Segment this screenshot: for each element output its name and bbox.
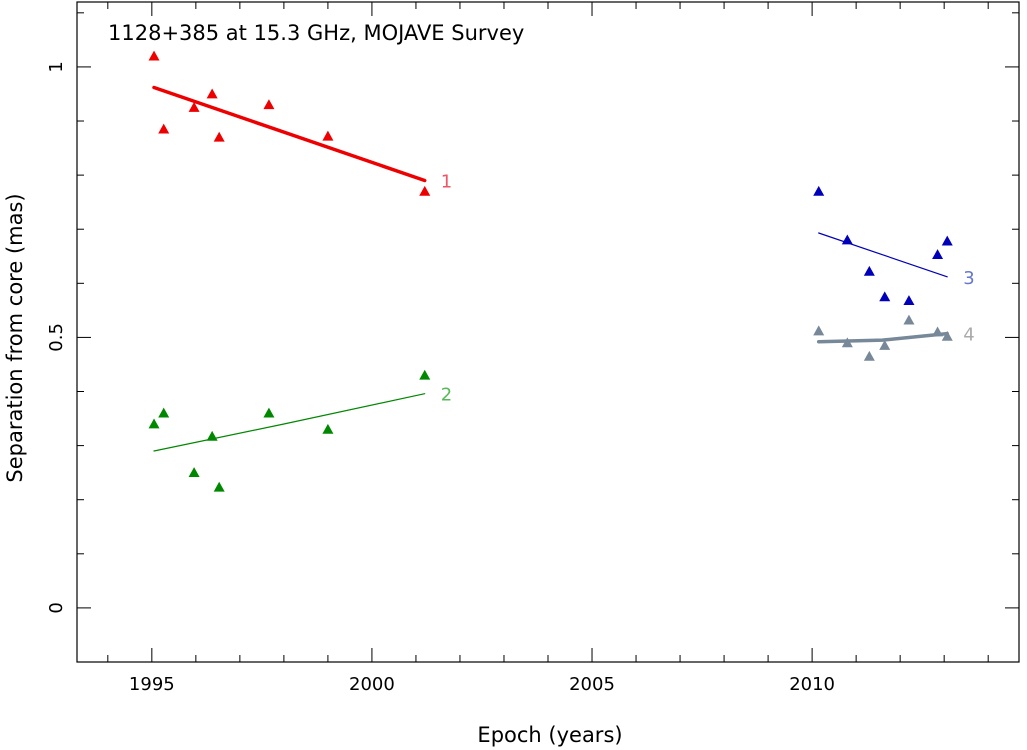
series-labels: 1 2 3 4 <box>441 172 975 406</box>
data-point-2 <box>206 430 218 441</box>
data-point-4 <box>863 350 875 361</box>
data-point-4 <box>813 325 825 336</box>
axis-tick-labels: 1995 2000 2005 2010 0 0.5 1 <box>46 61 835 695</box>
series-label-1: 1 <box>441 172 452 193</box>
x-tick-label: 1995 <box>129 674 175 695</box>
data-point-3 <box>863 265 875 276</box>
data-point-1 <box>206 88 218 99</box>
data-point-3 <box>941 235 953 246</box>
y-tick-label: 1 <box>46 61 67 72</box>
data-point-2 <box>419 369 431 380</box>
data-point-3 <box>841 234 853 245</box>
plot-frame <box>76 1 1020 663</box>
data-point-2 <box>213 481 225 492</box>
series-label-3: 3 <box>963 268 974 289</box>
y-tick-label: 0 <box>46 602 67 613</box>
y-tick-label: 0.5 <box>46 323 67 352</box>
data-point-2 <box>148 418 160 429</box>
x-axis-label: Epoch (years) <box>477 723 622 747</box>
axis-ticks <box>77 2 1019 663</box>
data-point-4 <box>903 314 915 325</box>
x-tick-label: 2005 <box>569 674 615 695</box>
data-points <box>148 50 953 492</box>
data-point-2 <box>158 407 170 418</box>
fit-line-3 <box>818 232 948 278</box>
data-point-3 <box>813 185 825 196</box>
data-point-1 <box>322 130 334 141</box>
data-point-4 <box>932 326 944 337</box>
data-point-1 <box>263 99 275 110</box>
data-point-3 <box>932 249 944 260</box>
x-tick-label: 2010 <box>789 674 835 695</box>
chart-title: 1128+385 at 15.3 GHz, MOJAVE Survey <box>108 21 524 45</box>
data-point-2 <box>188 467 200 478</box>
y-axis-label: Separation from core (mas) <box>3 193 27 482</box>
fit-line-1 <box>152 85 427 183</box>
data-point-1 <box>148 50 160 61</box>
data-point-2 <box>263 407 275 418</box>
data-point-1 <box>419 185 431 196</box>
series-label-2: 2 <box>441 385 452 406</box>
data-point-3 <box>903 295 915 306</box>
data-point-3 <box>879 291 891 302</box>
fit-line-4 <box>816 331 949 344</box>
series-label-4: 4 <box>963 325 974 346</box>
data-point-4 <box>841 337 853 348</box>
data-point-4 <box>879 340 891 350</box>
data-point-1 <box>213 131 225 142</box>
x-tick-label: 2000 <box>349 674 395 695</box>
data-point-4 <box>941 330 953 341</box>
fit-line-2 <box>153 393 426 452</box>
fit-lines <box>152 85 949 452</box>
data-point-1 <box>158 123 170 134</box>
data-point-2 <box>322 423 334 434</box>
data-point-1 <box>188 101 200 112</box>
